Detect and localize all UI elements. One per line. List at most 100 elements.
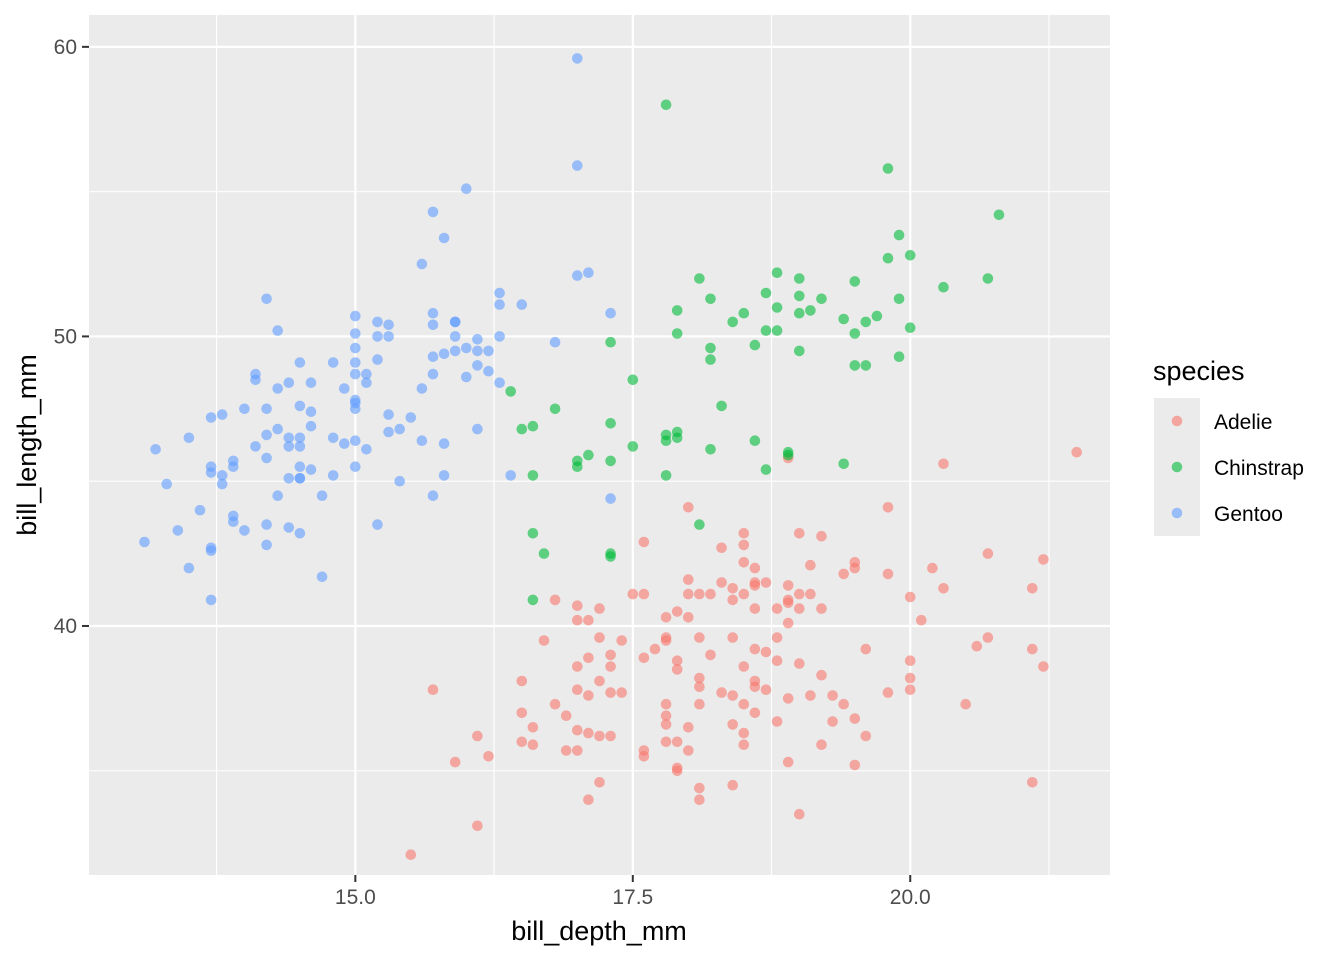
data-point (216, 470, 228, 481)
data-point (461, 371, 472, 383)
data-point (472, 334, 483, 345)
data-point (572, 661, 583, 672)
data-point (671, 664, 683, 675)
data-point (838, 313, 849, 325)
data-point (727, 583, 738, 594)
data-point (749, 643, 761, 655)
series-chinstrap (505, 99, 1005, 606)
legend-label-chinstrap: Chinstrap (1214, 457, 1304, 480)
data-point (816, 293, 827, 305)
data-point (383, 409, 394, 420)
data-point (316, 571, 328, 583)
data-point (372, 354, 383, 365)
data-point (1027, 777, 1038, 788)
data-point (594, 632, 605, 643)
y-axis-title: bill_length_mm (12, 354, 42, 536)
data-point (671, 305, 683, 316)
data-point (694, 519, 705, 530)
data-point (594, 675, 605, 687)
data-point (350, 461, 361, 473)
data-point (272, 383, 284, 394)
x-tick-label: 20.0 (890, 886, 931, 909)
data-point (616, 687, 627, 698)
data-point (849, 360, 861, 371)
data-point (660, 736, 672, 748)
data-point (427, 206, 439, 218)
data-point (427, 490, 439, 502)
data-point (660, 429, 672, 441)
data-point (583, 652, 594, 664)
data-point (638, 652, 650, 664)
data-point (616, 635, 627, 646)
data-point (683, 612, 694, 623)
data-point (694, 794, 705, 805)
data-point (794, 808, 805, 820)
data-point (727, 779, 738, 791)
data-point (882, 252, 894, 264)
data-point (394, 475, 406, 487)
data-point (771, 267, 783, 279)
data-point (660, 612, 672, 623)
data-point (339, 438, 350, 449)
data-point (261, 519, 272, 530)
data-point (272, 423, 284, 435)
data-point (494, 299, 505, 310)
data-point (261, 403, 272, 415)
data-point (594, 603, 605, 614)
data-point (427, 684, 439, 695)
data-point (572, 745, 583, 756)
data-point (438, 438, 450, 449)
data-point (516, 299, 528, 310)
data-point (694, 672, 705, 684)
data-point (283, 473, 295, 484)
data-point (982, 632, 994, 643)
data-point (294, 400, 306, 412)
data-point (305, 420, 317, 432)
y-axis: 40 50 60 (54, 36, 89, 638)
data-point (816, 530, 827, 542)
data-point (960, 698, 971, 710)
data-point (771, 655, 783, 666)
data-point (727, 632, 738, 643)
data-point (161, 478, 172, 490)
data-point (438, 232, 450, 244)
data-point (228, 455, 239, 467)
data-point (527, 420, 539, 432)
data-point (638, 588, 650, 600)
data-point (660, 698, 672, 710)
data-point (361, 368, 372, 380)
data-point (438, 470, 450, 481)
data-point (838, 698, 849, 710)
data-point (494, 377, 505, 389)
data-point (749, 339, 761, 351)
data-point (205, 461, 217, 473)
data-point (671, 328, 683, 339)
data-point (472, 820, 483, 832)
data-point (749, 707, 761, 719)
data-point (904, 250, 916, 261)
data-point (738, 661, 750, 672)
data-point (749, 577, 761, 588)
series-gentoo (139, 53, 616, 606)
data-point (239, 525, 250, 536)
data-point (583, 794, 594, 805)
legend-title: species (1153, 356, 1245, 386)
data-point (283, 441, 295, 452)
data-point (882, 687, 894, 698)
data-point (660, 635, 672, 646)
data-point (272, 325, 284, 336)
data-point (805, 588, 816, 600)
data-point (549, 403, 561, 415)
data-point (705, 649, 716, 661)
data-point (738, 557, 750, 568)
legend-swatch-adelie (1171, 415, 1183, 427)
data-point (771, 603, 783, 614)
data-point (760, 464, 772, 475)
data-point (605, 551, 616, 562)
data-point (982, 273, 994, 284)
data-point (971, 640, 983, 652)
data-point (572, 455, 583, 467)
data-point (183, 432, 195, 444)
data-point (527, 470, 539, 481)
data-point (416, 383, 428, 394)
